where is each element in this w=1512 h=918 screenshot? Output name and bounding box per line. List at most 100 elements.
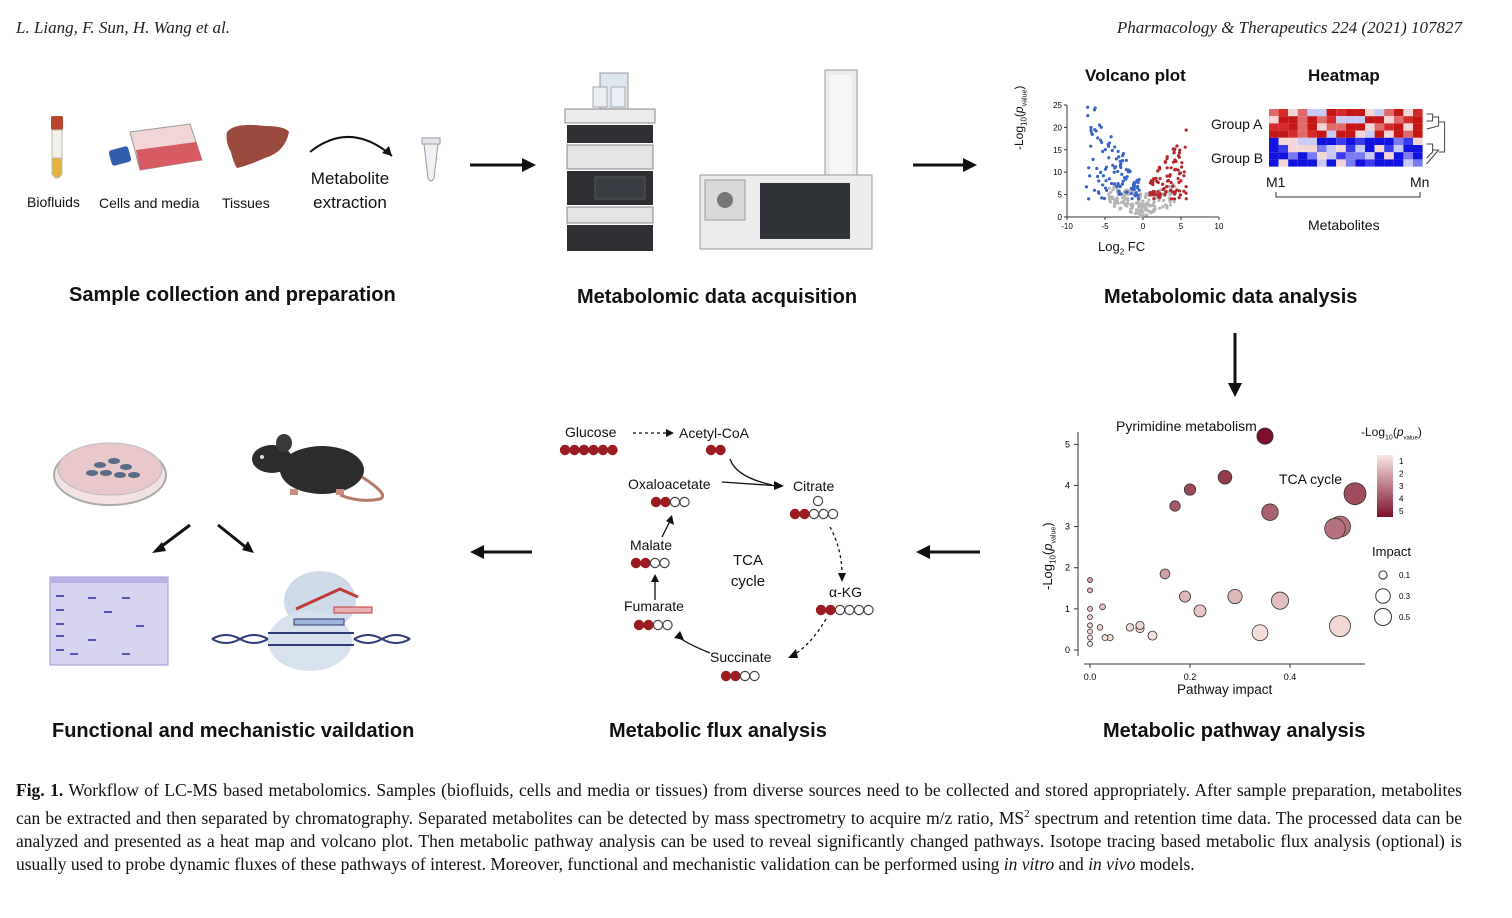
heatmap-cell (1374, 109, 1385, 117)
volcano-point-down (1099, 170, 1103, 175)
succinate-isotope-dots (739, 670, 751, 682)
annot-tca: TCA cycle (1279, 471, 1343, 487)
heatmap-cell (1403, 137, 1413, 145)
title-pathway-analysis: Metabolic pathway analysis (1103, 720, 1366, 742)
volcano-point-up (1182, 174, 1186, 178)
heatmap-cell (1365, 116, 1375, 124)
volcano-plot: -10 -5 0 5 10 0 5 10 15 20 25 (1053, 101, 1224, 231)
heatmap-cell (1384, 137, 1394, 145)
volcano-point-ns (1143, 202, 1147, 207)
volcano-point-up (1164, 190, 1168, 194)
heatmap-cell (1288, 152, 1298, 160)
label-fumarate: Fumarate (624, 598, 684, 614)
akg-isotope-dots (825, 604, 836, 616)
volcano-point-up (1158, 195, 1162, 200)
volcano-point-down (1120, 182, 1125, 186)
volcano-point-up (1172, 151, 1176, 155)
glucose-isotope-dots (597, 444, 609, 456)
succinate-isotope-dots (720, 670, 732, 682)
acetyl-citrate-arrow (729, 458, 773, 486)
volcano-title: Volcano plot (1085, 66, 1186, 85)
impact-legend-circle (1378, 570, 1388, 580)
akg-succinate-arrow (793, 618, 827, 656)
volcano-point-up (1154, 176, 1158, 180)
volcano-point-up (1176, 168, 1180, 172)
volcano-point-down (1107, 177, 1111, 181)
glucose-isotope-dots (578, 444, 590, 456)
heatmap-cell (1384, 152, 1394, 160)
heatmap-cell (1365, 145, 1375, 153)
colorbar-tick-label: 5 (1399, 507, 1404, 516)
volcano-point-down (1092, 108, 1097, 112)
heatmap-cell (1326, 123, 1337, 131)
heatmap-cell (1288, 159, 1298, 167)
fumarate-isotope-dots (633, 619, 645, 631)
volcano-point-ns (1153, 207, 1157, 211)
heatmap-cell (1365, 152, 1375, 160)
volcano-point-down (1103, 147, 1107, 152)
glucose-acetyl-arrowhead (666, 429, 674, 437)
volcano-point-ns (1158, 188, 1162, 192)
fumarate-isotope-dots (662, 619, 673, 631)
heatmap-cell (1384, 109, 1394, 117)
heatmap-cell (1345, 123, 1356, 131)
heatmap-cell (1365, 159, 1375, 167)
volcano-point-down (1097, 123, 1102, 127)
crispr-complex-icon (211, 571, 411, 671)
citrate-isotope-dots (808, 508, 820, 520)
down-arrow (1228, 333, 1242, 397)
journal-header: Pharmacology & Therapeutics 224 (2021) 1… (1116, 18, 1462, 37)
volcano-point-up (1151, 190, 1155, 194)
heatmap-cell (1278, 145, 1289, 153)
label-succinate: Succinate (710, 649, 772, 665)
impact-legend-circle (1375, 588, 1391, 604)
volcano-point-ns (1162, 198, 1166, 203)
oxaloacetate-isotope-dots (669, 496, 681, 508)
pathway-x-tick-label: 0.2 (1184, 672, 1197, 682)
volcano-point-up (1153, 192, 1158, 196)
volcano-point-down (1117, 189, 1121, 193)
volcano-point-up (1182, 189, 1186, 193)
volcano-point-ns (1134, 208, 1139, 212)
heatmap-cell (1355, 109, 1365, 117)
pathway-x-tick-label: 0.0 (1084, 672, 1097, 682)
cell-flask-icon (108, 123, 203, 171)
metabolite-extraction-label: Metabolite extraction (300, 167, 400, 215)
volcano-point-ns (1129, 210, 1134, 214)
fumarate-isotope-dots (643, 619, 654, 631)
volcano-point-ns (1113, 202, 1117, 206)
volcano-point-up (1176, 153, 1181, 158)
heatmap-cell (1393, 109, 1404, 117)
volcano-point-ns (1107, 192, 1111, 196)
lc-stack-icon (564, 72, 656, 251)
volcano-point-down (1095, 166, 1099, 171)
pathway-bubble (1169, 500, 1181, 512)
heatmap-cell (1345, 152, 1356, 160)
right-arrow-1 (470, 158, 536, 172)
heatmap-cell (1269, 109, 1279, 117)
heatmap-cell (1374, 159, 1385, 167)
heatmap-cell (1317, 116, 1327, 124)
volcano-point-ns (1147, 209, 1152, 214)
label-glucose: Glucose (565, 424, 617, 440)
volcano-point-ns (1129, 207, 1133, 211)
volcano-point-down (1136, 196, 1141, 201)
pathway-bubble (1087, 605, 1093, 612)
heatmap-cell (1403, 130, 1413, 138)
volcano-point-ns (1141, 205, 1145, 209)
citrate-akg-arrow (829, 526, 843, 576)
heatmap-cell (1336, 159, 1346, 167)
heatmap-cell (1278, 137, 1289, 145)
heatmap-cell (1297, 109, 1308, 117)
heatmap-cell (1278, 152, 1289, 160)
heatmap-cell (1355, 123, 1365, 131)
heatmap-dendrogram (1426, 113, 1446, 165)
volcano-point-down (1102, 196, 1106, 201)
volcano-y-tick-label: 15 (1053, 146, 1062, 155)
heatmap-cell (1355, 130, 1365, 138)
volcano-point-ns (1119, 201, 1124, 205)
validation-models (49, 434, 411, 671)
akg-isotope-dots (815, 604, 827, 616)
heatmap-cell (1278, 116, 1289, 124)
volcano-point-up (1179, 179, 1183, 183)
